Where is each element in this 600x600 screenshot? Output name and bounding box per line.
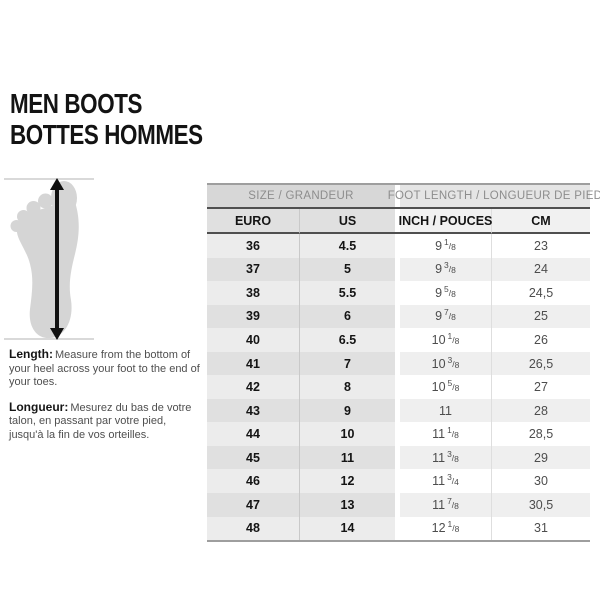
longueur-label: Longueur:	[9, 399, 69, 414]
length-label: Length:	[9, 347, 53, 361]
foot-icon	[10, 181, 79, 339]
cell-inch: 11 3/8	[400, 445, 492, 470]
cell-us: 5.5	[300, 281, 395, 305]
cell-inch: 11 1/8	[400, 422, 492, 446]
cell-euro: 41	[207, 351, 300, 376]
cell-us: 13	[300, 493, 395, 517]
cell-euro: 43	[207, 398, 300, 423]
longueur-text: Mesurez du bas de votre talon, en passan…	[9, 401, 192, 441]
cell-us: 11	[300, 445, 395, 470]
row-gap	[395, 422, 400, 446]
cell-cm: 24	[492, 257, 590, 282]
cell-inch: 10 1/8	[400, 328, 492, 352]
cell-euro: 39	[207, 304, 300, 329]
row-gap	[395, 351, 400, 376]
length-text: Measure from the bottom of your heel acr…	[9, 349, 200, 388]
measure-arrow-icon	[50, 178, 64, 340]
cell-us: 6	[300, 304, 395, 329]
cell-euro: 42	[207, 375, 300, 399]
page-title-fr: BOTTES HOMMES	[10, 119, 203, 150]
cell-euro: 38	[207, 281, 300, 305]
cell-euro: 44	[207, 422, 300, 446]
page-title-en: MEN BOOTS	[10, 88, 143, 119]
cell-us: 10	[300, 422, 395, 446]
cell-us: 8	[300, 375, 395, 399]
subheader-gap	[395, 209, 400, 234]
cell-cm: 24,5	[492, 281, 590, 305]
cell-cm: 30,5	[492, 493, 590, 517]
cell-inch: 11 3/4	[400, 469, 492, 494]
longueur-instruction: Longueur: Mesurez du bas de votre talon, …	[9, 399, 201, 443]
cell-euro: 40	[207, 328, 300, 352]
cell-cm: 25	[492, 304, 590, 329]
measurement-instructions: Length: Measure from the bottom of your h…	[9, 347, 201, 453]
cell-us: 12	[300, 469, 395, 494]
foot-length-diagram	[4, 174, 96, 344]
cell-euro: 36	[207, 234, 300, 258]
cell-inch: 9 3/8	[400, 257, 492, 282]
row-gap	[395, 516, 400, 541]
cell-us: 4.5	[300, 234, 395, 258]
cell-inch: 9 7/8	[400, 304, 492, 329]
cell-euro: 48	[207, 516, 300, 541]
cell-us: 9	[300, 398, 395, 423]
cell-cm: 26,5	[492, 351, 590, 376]
cell-inch: 11 7/8	[400, 493, 492, 517]
cell-inch: 10 3/8	[400, 351, 492, 376]
cell-us: 6.5	[300, 328, 395, 352]
cell-cm: 23	[492, 234, 590, 258]
column-header-us: US	[300, 209, 395, 234]
column-header-euro: EURO	[207, 209, 300, 234]
cell-euro: 47	[207, 493, 300, 517]
size-table: SIZE / GRANDEUR FOOT LENGTH / LONGUEUR D…	[207, 183, 600, 543]
cell-inch: 12 1/8	[400, 516, 492, 541]
cell-us: 14	[300, 516, 395, 541]
cell-cm: 28,5	[492, 422, 590, 446]
cell-cm: 26	[492, 328, 590, 352]
cell-cm: 27	[492, 375, 590, 399]
cell-euro: 37	[207, 257, 300, 282]
cell-cm: 29	[492, 445, 590, 470]
column-header-cm: CM	[492, 209, 590, 234]
cell-us: 7	[300, 351, 395, 376]
cell-inch: 9 1/8	[400, 234, 492, 258]
header-gap	[395, 185, 400, 209]
column-header-inch: INCH / POUCES	[399, 209, 492, 234]
cell-euro: 45	[207, 445, 300, 470]
cell-inch: 11	[400, 398, 492, 423]
row-gap	[395, 375, 400, 399]
cell-euro: 46	[207, 469, 300, 494]
row-gap	[395, 493, 400, 517]
cell-cm: 28	[492, 398, 590, 423]
row-gap	[395, 398, 400, 423]
page-title: MEN BOOTS BOTTES HOMMES	[10, 88, 203, 150]
foot-diagram-svg	[4, 178, 94, 340]
row-gap	[395, 257, 400, 282]
length-instruction: Length: Measure from the bottom of your h…	[9, 347, 201, 390]
cell-inch: 9 5/8	[400, 281, 492, 305]
row-gap	[395, 234, 400, 258]
group-header-foot-length: FOOT LENGTH / LONGUEUR DE PIED	[388, 185, 600, 209]
cell-us: 5	[300, 257, 395, 282]
cell-inch: 10 5/8	[400, 375, 492, 399]
group-header-size: SIZE / GRANDEUR	[207, 185, 395, 209]
row-gap	[395, 328, 400, 352]
cell-cm: 31	[492, 516, 590, 541]
row-gap	[395, 304, 400, 329]
row-gap	[395, 469, 400, 494]
cell-cm: 30	[492, 469, 590, 494]
row-gap	[395, 445, 400, 470]
row-gap	[395, 281, 400, 305]
